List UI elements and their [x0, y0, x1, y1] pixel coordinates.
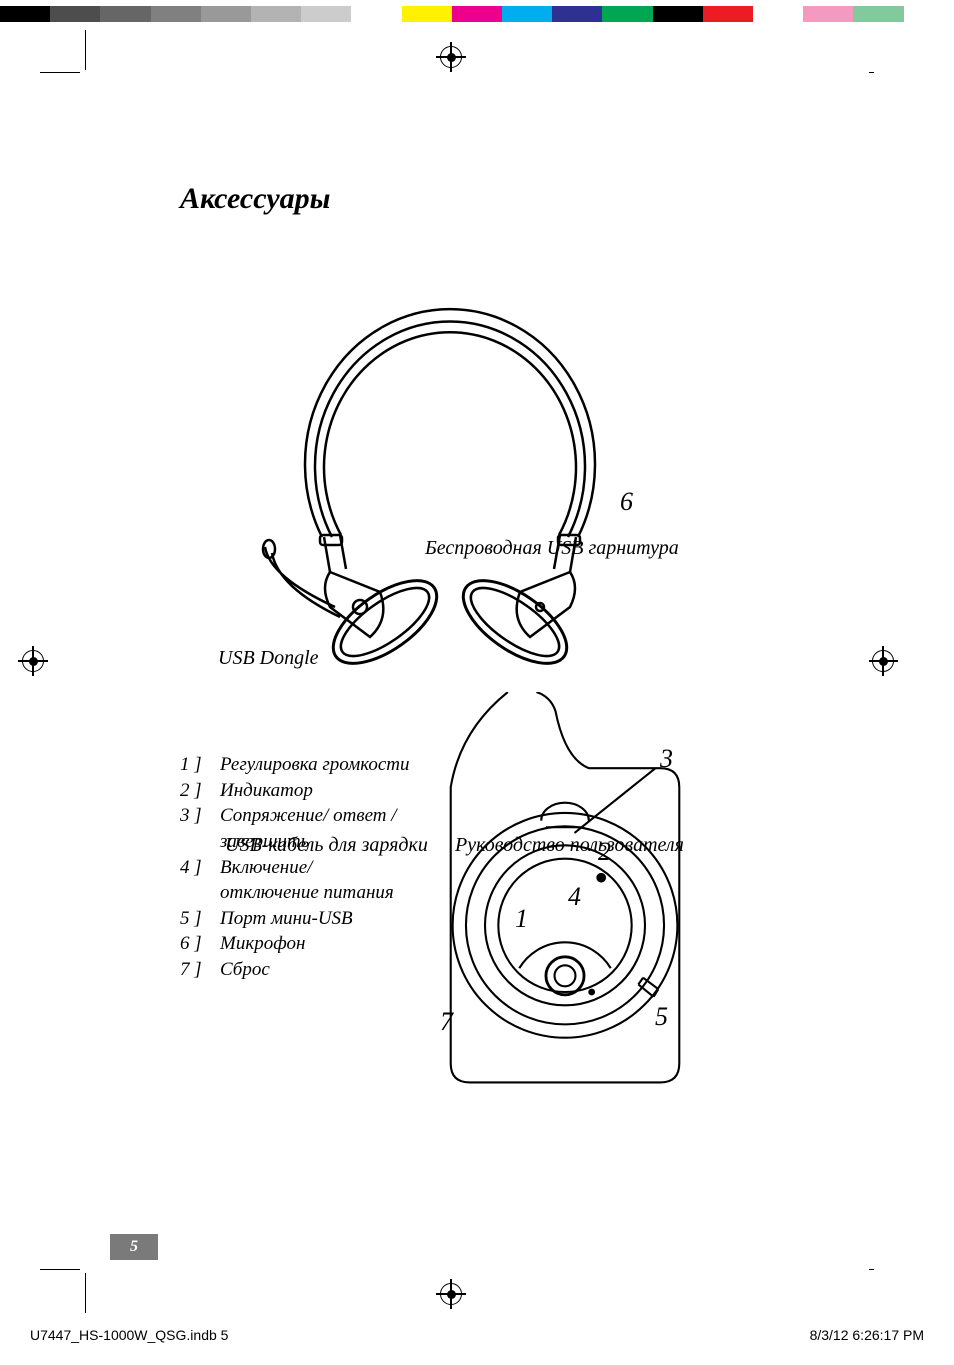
- legend-item: 7 ]Сброс: [180, 957, 410, 983]
- callout-6: 6: [620, 487, 633, 517]
- registration-mark-icon: [22, 650, 44, 672]
- legend-item: 6 ]Микрофон: [180, 931, 410, 957]
- parts-legend: 1 ]Регулировка громкости 2 ]Индикатор 3 …: [180, 752, 410, 983]
- callout-4: 4: [568, 882, 581, 912]
- crop-mark: [40, 72, 80, 73]
- legend-item: 1 ]Регулировка громкости: [180, 752, 410, 778]
- registration-mark-icon: [872, 650, 894, 672]
- legend-item: 4 ]Включение/отключение питания: [180, 855, 410, 906]
- registration-mark-icon: [440, 1283, 462, 1305]
- callout-7: 7: [440, 1007, 453, 1037]
- print-color-bar: [0, 6, 954, 22]
- legend-item: 2 ]Индикатор: [180, 778, 410, 804]
- headset-label: Беспроводная USB гарнитура: [425, 537, 679, 560]
- page-number: 5: [110, 1234, 158, 1260]
- usb-dongle-label: USB Dongle: [218, 647, 319, 670]
- crop-mark: [85, 30, 86, 70]
- crop-mark: [40, 1269, 80, 1270]
- footer-filename: U7447_HS-1000W_QSG.indb 5: [30, 1327, 228, 1343]
- registration-mark-icon: [440, 46, 462, 68]
- callout-2: 2: [598, 837, 611, 867]
- crop-mark: [85, 1273, 86, 1313]
- callout-5: 5: [655, 1002, 668, 1032]
- page-title: Аксессуары: [180, 182, 330, 216]
- callout-1: 1: [515, 904, 528, 934]
- page-content: Аксессуары: [85, 72, 869, 1270]
- print-footer: U7447_HS-1000W_QSG.indb 5 8/3/12 6:26:17…: [30, 1327, 924, 1343]
- legend-item: 3 ]Сопряжение/ ответ / завершить: [180, 803, 410, 854]
- headphone-diagram: [260, 287, 640, 687]
- legend-item: 5 ]Порт мини-USB: [180, 906, 410, 932]
- footer-timestamp: 8/3/12 6:26:17 PM: [810, 1327, 924, 1343]
- callout-3: 3: [660, 744, 673, 774]
